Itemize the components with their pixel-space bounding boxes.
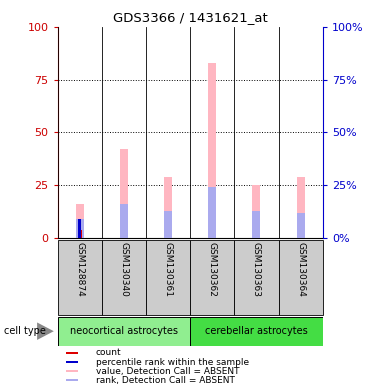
Bar	[190, 240, 234, 315]
Bar	[78, 219, 81, 238]
Bar	[146, 240, 190, 315]
Text: value, Detection Call = ABSENT: value, Detection Call = ABSENT	[96, 367, 239, 376]
Bar	[297, 213, 305, 238]
Text: GSM130340: GSM130340	[119, 242, 128, 297]
Bar	[58, 317, 190, 346]
Text: count: count	[96, 349, 121, 358]
Bar	[164, 177, 172, 238]
Bar	[208, 187, 216, 238]
Text: GSM130361: GSM130361	[164, 242, 173, 297]
Bar	[66, 352, 78, 354]
Bar	[78, 230, 82, 238]
Bar	[234, 240, 279, 315]
Bar	[76, 219, 83, 238]
Text: GSM130363: GSM130363	[252, 242, 261, 297]
Bar	[120, 149, 128, 238]
Bar	[102, 240, 146, 315]
Text: cell type: cell type	[4, 326, 46, 336]
Text: GSM130364: GSM130364	[296, 242, 305, 297]
Bar	[58, 240, 102, 315]
Bar	[66, 361, 78, 363]
Text: percentile rank within the sample: percentile rank within the sample	[96, 358, 249, 367]
Bar	[208, 63, 216, 238]
Bar	[253, 185, 260, 238]
Text: cerebellar astrocytes: cerebellar astrocytes	[205, 326, 308, 336]
Bar	[297, 177, 305, 238]
Polygon shape	[37, 323, 54, 340]
Bar	[66, 370, 78, 372]
Bar	[253, 210, 260, 238]
Text: neocortical astrocytes: neocortical astrocytes	[70, 326, 178, 336]
Bar	[190, 317, 323, 346]
Text: GSM130362: GSM130362	[208, 242, 217, 297]
Title: GDS3366 / 1431621_at: GDS3366 / 1431621_at	[113, 11, 267, 24]
Text: GSM128874: GSM128874	[75, 242, 84, 297]
Bar	[66, 379, 78, 381]
Bar	[120, 204, 128, 238]
Text: rank, Detection Call = ABSENT: rank, Detection Call = ABSENT	[96, 376, 234, 384]
Bar	[279, 240, 323, 315]
Bar	[164, 210, 172, 238]
Bar	[76, 204, 83, 238]
